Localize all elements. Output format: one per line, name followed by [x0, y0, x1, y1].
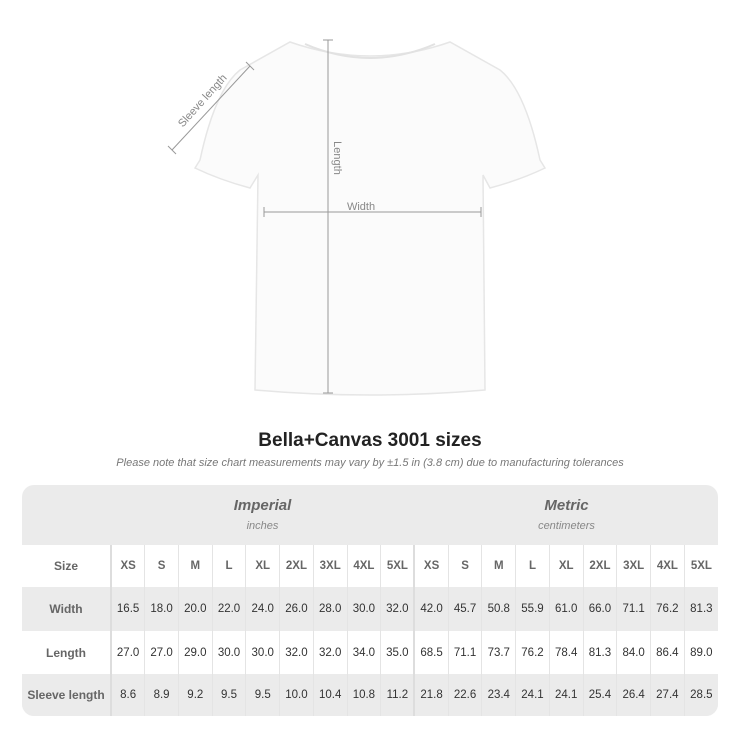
imperial-unit: inches — [246, 520, 279, 532]
imperial-value: 30.0 — [245, 631, 280, 674]
metric-value: 27.4 — [650, 674, 685, 716]
row-label: Sleeve length — [22, 674, 112, 716]
imperial-value: 22.0 — [211, 587, 246, 631]
metric-size-header: 4XL — [650, 545, 685, 587]
metric-value: 25.4 — [582, 674, 617, 716]
metric-value: 42.0 — [413, 587, 449, 631]
imperial-size-header: 2XL — [279, 545, 314, 587]
imperial-value: 10.0 — [279, 674, 314, 716]
metric-value: 81.3 — [582, 631, 617, 674]
metric-value: 84.0 — [616, 631, 651, 674]
metric-value: 23.4 — [481, 674, 516, 716]
imperial-value: 20.0 — [177, 587, 213, 631]
metric-size-header: 2XL — [582, 545, 617, 587]
length-label: Length — [331, 141, 343, 175]
size-label: Size — [22, 545, 112, 587]
metric-size-header: XS — [413, 545, 449, 587]
metric-value: 24.1 — [515, 674, 550, 716]
sleeve-line — [171, 65, 251, 151]
metric-value: 24.1 — [548, 674, 584, 716]
metric-value: 78.4 — [548, 631, 584, 674]
metric-value: 28.5 — [683, 674, 718, 716]
metric-value: 76.2 — [650, 587, 685, 631]
imperial-value: 32.0 — [380, 587, 415, 631]
imperial-value: 18.0 — [144, 587, 179, 631]
imperial-value: 32.0 — [279, 631, 314, 674]
imperial-value: 34.0 — [346, 631, 381, 674]
metric-value: 66.0 — [582, 587, 617, 631]
metric-size-header: 5XL — [683, 545, 718, 587]
imperial-value: 30.0 — [211, 631, 246, 674]
metric-value: 71.1 — [447, 631, 482, 674]
imperial-value: 27.0 — [110, 631, 145, 674]
metric-unit: centimeters — [538, 520, 595, 532]
imperial-value: 32.0 — [312, 631, 348, 674]
imperial-value: 30.0 — [346, 587, 381, 631]
imperial-size-header: 3XL — [312, 545, 348, 587]
tolerance-note: Please note that size chart measurements… — [116, 457, 624, 469]
imperial-value: 27.0 — [144, 631, 179, 674]
metric-value: 68.5 — [413, 631, 449, 674]
imperial-size-header: XS — [110, 545, 145, 587]
table-header-row: Size XS S M L XL 2XL 3XL 4XL 5XL XS S M L XL 2XL 3XL 4XL 5… — [22, 545, 718, 587]
metric-size-header: L — [515, 545, 550, 587]
metric-value: 21.8 — [413, 674, 449, 716]
imperial-size-header: S — [144, 545, 179, 587]
metric-heading: Metric — [544, 497, 589, 514]
metric-value: 50.8 — [481, 587, 516, 631]
width-label: Width — [347, 201, 375, 213]
imperial-value: 24.0 — [245, 587, 280, 631]
imperial-value: 9.2 — [177, 674, 213, 716]
tshirt-diagram: Sleeve length Length Width — [167, 39, 547, 396]
imperial-heading: Imperial — [233, 497, 292, 514]
metric-value: 76.2 — [515, 631, 550, 674]
imperial-value: 9.5 — [211, 674, 246, 716]
metric-value: 89.0 — [683, 631, 718, 674]
imperial-value: 8.6 — [110, 674, 145, 716]
imperial-value: 10.4 — [312, 674, 348, 716]
metric-value: 73.7 — [481, 631, 516, 674]
metric-value: 81.3 — [683, 587, 718, 631]
imperial-value: 11.2 — [380, 674, 415, 716]
metric-value: 26.4 — [616, 674, 651, 716]
page-title: Bella+Canvas 3001 sizes — [258, 430, 482, 451]
imperial-value: 16.5 — [110, 587, 145, 631]
imperial-value: 9.5 — [245, 674, 280, 716]
metric-size-header: 3XL — [616, 545, 651, 587]
imperial-value: 29.0 — [177, 631, 213, 674]
imperial-value: 26.0 — [279, 587, 314, 631]
row-label: Width — [22, 587, 112, 631]
table-row: Length 27.0 27.0 29.0 30.0 30.0 32.0 32.0 34.0 35… — [22, 631, 718, 674]
metric-value: 86.4 — [650, 631, 685, 674]
imperial-size-header: 4XL — [346, 545, 381, 587]
imperial-value: 28.0 — [312, 587, 348, 631]
metric-value: 22.6 — [447, 674, 482, 716]
row-label: Length — [22, 631, 112, 674]
size-table: Size XS S M L XL 2XL 3XL 4XL 5XL XS S M L XL 2XL 3XL 4XL 5… — [22, 545, 718, 716]
metric-size-header: XL — [548, 545, 584, 587]
metric-size-header: S — [447, 545, 482, 587]
metric-size-header: M — [481, 545, 516, 587]
imperial-size-header: 5XL — [380, 545, 415, 587]
imperial-value: 10.8 — [346, 674, 381, 716]
imperial-header: Imperial inches — [110, 497, 415, 532]
imperial-size-header: XL — [245, 545, 280, 587]
table-row: Width 16.5 18.0 20.0 22.0 24.0 26.0 28.0 30.0 32.… — [22, 587, 718, 631]
imperial-value: 8.9 — [144, 674, 179, 716]
imperial-value: 35.0 — [380, 631, 415, 674]
metric-value: 61.0 — [548, 587, 584, 631]
table-row: Sleeve length 8.6 8.9 9.2 9.5 9.5 10.0 10.4 10.8… — [22, 674, 718, 716]
metric-value: 71.1 — [616, 587, 651, 631]
tshirt-image — [193, 41, 547, 396]
metric-value: 45.7 — [447, 587, 482, 631]
size-chart: Imperial inches Metric centimeters Size X… — [22, 485, 718, 716]
metric-value: 55.9 — [515, 587, 550, 631]
metric-header: Metric centimeters — [415, 497, 718, 532]
imperial-size-header: L — [211, 545, 246, 587]
imperial-size-header: M — [177, 545, 213, 587]
